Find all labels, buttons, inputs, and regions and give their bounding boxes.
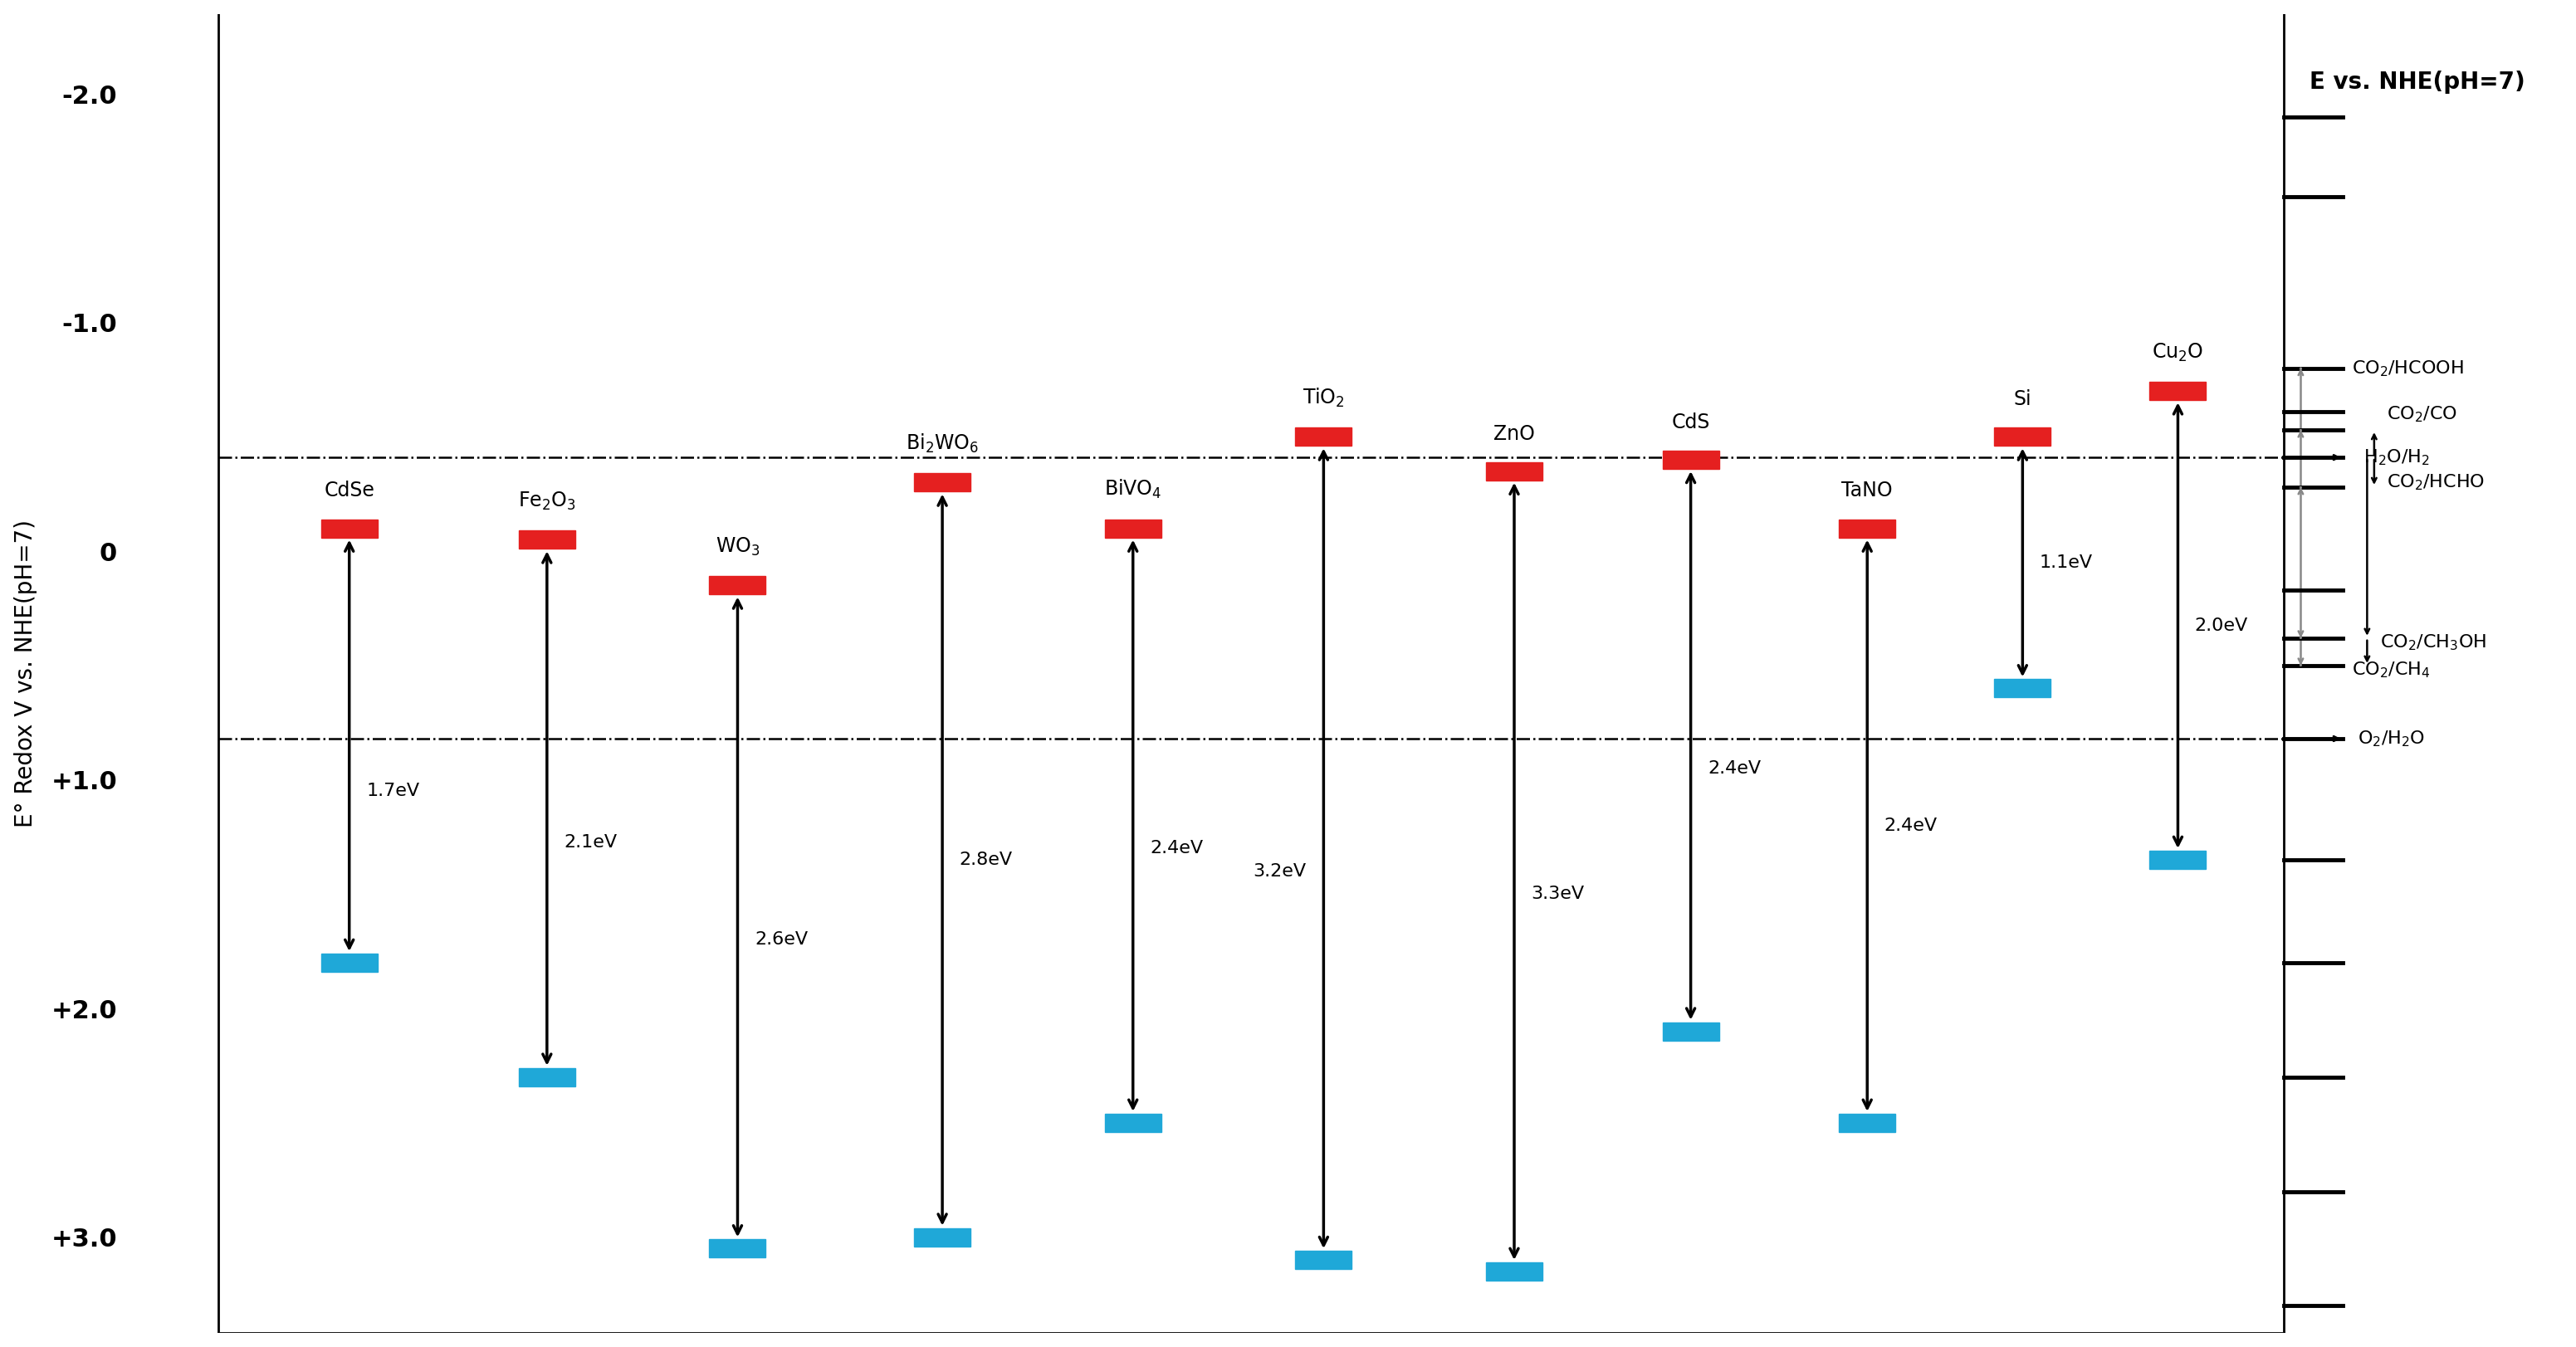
Text: 3.3eV: 3.3eV — [1530, 886, 1584, 902]
Text: 2.8eV: 2.8eV — [958, 851, 1012, 869]
Text: TaNO: TaNO — [1842, 481, 1893, 501]
Text: CO$_2$/CH$_4$: CO$_2$/CH$_4$ — [2352, 660, 2429, 680]
Text: 2.0eV: 2.0eV — [2195, 617, 2249, 634]
Bar — [1662, 1022, 1718, 1040]
Bar — [914, 1228, 971, 1246]
Bar — [322, 954, 379, 973]
Bar — [1994, 428, 2050, 446]
Bar — [518, 531, 574, 548]
Text: 2.4eV: 2.4eV — [1883, 818, 1937, 834]
Bar — [1839, 1114, 1896, 1131]
Text: WO$_3$: WO$_3$ — [716, 536, 760, 558]
Text: TiO$_2$: TiO$_2$ — [1303, 387, 1345, 409]
Text: CO$_2$/CO: CO$_2$/CO — [2388, 404, 2458, 424]
Bar — [914, 473, 971, 492]
Text: Cu$_2$O: Cu$_2$O — [2151, 342, 2202, 364]
Bar — [2148, 383, 2205, 400]
Text: 3.2eV: 3.2eV — [1252, 863, 1306, 880]
Bar — [322, 519, 379, 537]
Text: CdS: CdS — [1672, 412, 1710, 432]
Text: ZnO: ZnO — [1494, 424, 1535, 443]
Bar — [1105, 519, 1162, 537]
Bar — [1296, 1251, 1352, 1269]
Bar — [1105, 1114, 1162, 1131]
Text: BiVO$_4$: BiVO$_4$ — [1105, 478, 1162, 501]
Text: O$_2$/H$_2$O: O$_2$/H$_2$O — [2352, 729, 2424, 749]
Bar — [1486, 462, 1543, 481]
Text: 2.6eV: 2.6eV — [755, 932, 809, 948]
Text: E vs. NHE(pH=7): E vs. NHE(pH=7) — [2308, 71, 2524, 94]
Bar — [1839, 519, 1896, 537]
Bar — [708, 1239, 765, 1258]
Bar — [2148, 851, 2205, 869]
Text: Bi$_2$WO$_6$: Bi$_2$WO$_6$ — [907, 432, 979, 455]
Text: 2.4eV: 2.4eV — [1149, 841, 1203, 857]
Text: CO$_2$/HCHO: CO$_2$/HCHO — [2388, 473, 2486, 493]
Text: Si: Si — [2014, 389, 2032, 409]
Bar — [1296, 428, 1352, 446]
Bar — [1994, 679, 2050, 698]
Text: Fe$_2$O$_3$: Fe$_2$O$_3$ — [518, 490, 577, 512]
Text: 1.7eV: 1.7eV — [366, 783, 420, 800]
Text: 2.4eV: 2.4eV — [1708, 760, 1762, 777]
Bar — [518, 1068, 574, 1086]
Bar — [708, 577, 765, 594]
Bar — [1662, 450, 1718, 469]
Bar — [1486, 1262, 1543, 1281]
Text: CO$_2$/CH$_3$OH: CO$_2$/CH$_3$OH — [2380, 633, 2486, 652]
Text: CO$_2$/HCOOH: CO$_2$/HCOOH — [2352, 358, 2463, 379]
Text: 2.1eV: 2.1eV — [564, 834, 618, 851]
Text: H$_2$O/H$_2$: H$_2$O/H$_2$ — [2352, 447, 2429, 467]
Y-axis label: E° Redox V vs. NHE(pH=7): E° Redox V vs. NHE(pH=7) — [13, 520, 36, 827]
Text: CdSe: CdSe — [325, 481, 374, 501]
Text: 1.1eV: 1.1eV — [2040, 555, 2092, 571]
